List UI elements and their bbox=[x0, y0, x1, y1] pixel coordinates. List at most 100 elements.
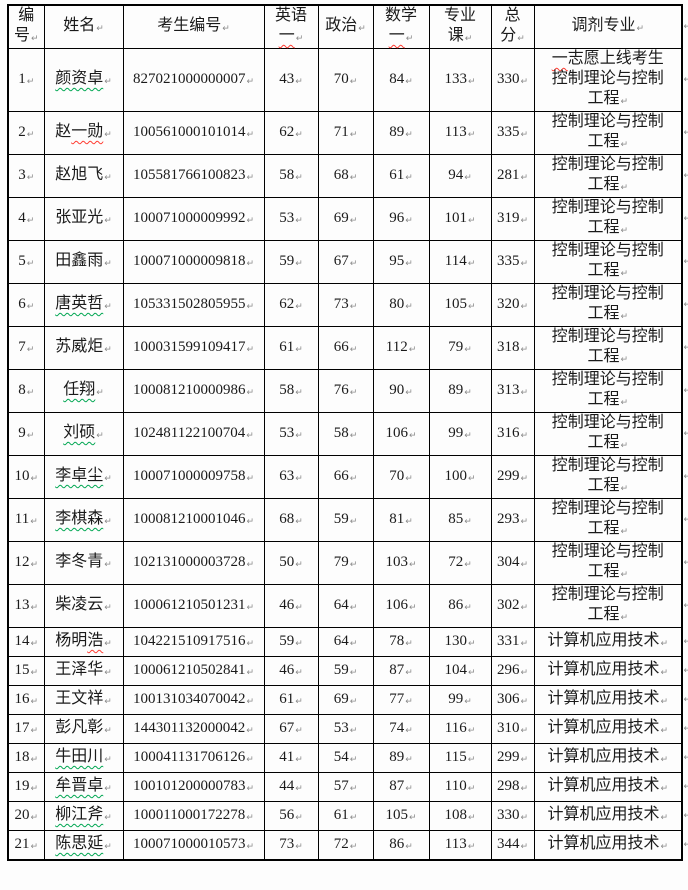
cell-transfer-major[interactable]: 控制理论与控制 工程↵ ↵ bbox=[533, 154, 688, 198]
cell-major-course-score[interactable]: 100↵ bbox=[428, 455, 492, 499]
cell-candidate-id[interactable]: 100101200000783↵ bbox=[122, 772, 265, 802]
cell-total-score[interactable]: 281↵ bbox=[490, 154, 535, 198]
cell-transfer-major[interactable]: 计算机应用技术↵ ↵ bbox=[533, 627, 688, 657]
cell-math-score[interactable]: 95↵ bbox=[372, 240, 430, 284]
cell-transfer-major[interactable]: 控制理论与控制 工程↵ ↵ bbox=[533, 584, 688, 628]
col-header-politics[interactable]: 政治↵ bbox=[317, 4, 374, 49]
cell-no[interactable]: 7↵ bbox=[7, 326, 45, 370]
cell-total-score[interactable]: 331↵ bbox=[490, 627, 535, 657]
cell-politics-score[interactable]: 76↵ bbox=[317, 369, 374, 413]
cell-candidate-id[interactable]: 100071000010573↵ bbox=[122, 830, 265, 861]
cell-major-course-score[interactable]: 79↵ bbox=[428, 326, 492, 370]
cell-transfer-major[interactable]: 控制理论与控制 工程↵ ↵ bbox=[533, 369, 688, 413]
cell-politics-score[interactable]: 61↵ bbox=[317, 801, 374, 831]
col-header-total[interactable]: 总分↵ bbox=[490, 4, 535, 49]
cell-math-score[interactable]: 103↵ bbox=[372, 541, 430, 585]
cell-total-score[interactable]: 299↵ bbox=[490, 743, 535, 773]
cell-math-score[interactable]: 112↵ bbox=[372, 326, 430, 370]
cell-candidate-id[interactable]: 105581766100823↵ bbox=[122, 154, 265, 198]
cell-total-score[interactable]: 302↵ bbox=[490, 584, 535, 628]
cell-name[interactable]: 唐英哲↵ bbox=[43, 283, 124, 327]
cell-transfer-major[interactable]: 控制理论与控制 工程↵ ↵ bbox=[533, 197, 688, 241]
cell-politics-score[interactable]: 59↵ bbox=[317, 498, 374, 542]
cell-english-score[interactable]: 63↵ bbox=[263, 455, 319, 499]
cell-transfer-major[interactable]: 控制理论与控制 工程↵ ↵ bbox=[533, 412, 688, 456]
cell-english-score[interactable]: 59↵ bbox=[263, 627, 319, 657]
cell-math-score[interactable]: 86↵ bbox=[372, 830, 430, 861]
cell-total-score[interactable]: 330↵ bbox=[490, 48, 535, 112]
cell-transfer-major[interactable]: 控制理论与控制 工程↵ ↵ bbox=[533, 240, 688, 284]
cell-no[interactable]: 13↵ bbox=[7, 584, 45, 628]
cell-transfer-major[interactable]: 计算机应用技术↵ ↵ bbox=[533, 830, 688, 861]
cell-total-score[interactable]: 313↵ bbox=[490, 369, 535, 413]
cell-english-score[interactable]: 46↵ bbox=[263, 656, 319, 686]
cell-major-course-score[interactable]: 133↵ bbox=[428, 48, 492, 112]
cell-transfer-major[interactable]: 一志愿上线考生 控制理论与控制 工程↵ ↵ bbox=[533, 48, 688, 112]
cell-math-score[interactable]: 87↵ bbox=[372, 656, 430, 686]
cell-politics-score[interactable]: 64↵ bbox=[317, 584, 374, 628]
cell-math-score[interactable]: 70↵ bbox=[372, 455, 430, 499]
cell-transfer-major[interactable]: 计算机应用技术↵ ↵ bbox=[533, 801, 688, 831]
cell-name[interactable]: 张亚光↵ bbox=[43, 197, 124, 241]
cell-transfer-major[interactable]: 控制理论与控制 工程↵ ↵ bbox=[533, 541, 688, 585]
cell-name[interactable]: 牛田川↵ bbox=[43, 743, 124, 773]
cell-candidate-id[interactable]: 100071000009992↵ bbox=[122, 197, 265, 241]
cell-politics-score[interactable]: 67↵ bbox=[317, 240, 374, 284]
cell-candidate-id[interactable]: 144301132000042↵ bbox=[122, 714, 265, 744]
cell-total-score[interactable]: 335↵ bbox=[490, 240, 535, 284]
cell-major-course-score[interactable]: 113↵ bbox=[428, 111, 492, 155]
col-header-no[interactable]: 编号↵ bbox=[7, 4, 45, 49]
cell-name[interactable]: 李棋森↵ bbox=[43, 498, 124, 542]
cell-english-score[interactable]: 58↵ bbox=[263, 369, 319, 413]
cell-math-score[interactable]: 106↵ bbox=[372, 584, 430, 628]
cell-english-score[interactable]: 44↵ bbox=[263, 772, 319, 802]
cell-math-score[interactable]: 105↵ bbox=[372, 801, 430, 831]
cell-politics-score[interactable]: 66↵ bbox=[317, 455, 374, 499]
cell-math-score[interactable]: 96↵ bbox=[372, 197, 430, 241]
cell-major-course-score[interactable]: 115↵ bbox=[428, 743, 492, 773]
cell-name[interactable]: 李冬青↵ bbox=[43, 541, 124, 585]
cell-major-course-score[interactable]: 89↵ bbox=[428, 369, 492, 413]
cell-total-score[interactable]: 299↵ bbox=[490, 455, 535, 499]
cell-candidate-id[interactable]: 104221510917516↵ bbox=[122, 627, 265, 657]
col-header-major-course[interactable]: 专业 课↵ bbox=[428, 4, 492, 49]
cell-candidate-id[interactable]: 100031599109417↵ bbox=[122, 326, 265, 370]
cell-name[interactable]: 田鑫雨↵ bbox=[43, 240, 124, 284]
cell-major-course-score[interactable]: 110↵ bbox=[428, 772, 492, 802]
cell-total-score[interactable]: 344↵ bbox=[490, 830, 535, 861]
cell-no[interactable]: 18↵ bbox=[7, 743, 45, 773]
cell-math-score[interactable]: 80↵ bbox=[372, 283, 430, 327]
cell-politics-score[interactable]: 72↵ bbox=[317, 830, 374, 861]
cell-name[interactable]: 赵一勋↵ bbox=[43, 111, 124, 155]
cell-total-score[interactable]: 330↵ bbox=[490, 801, 535, 831]
cell-candidate-id[interactable]: 100081210000986↵ bbox=[122, 369, 265, 413]
cell-candidate-id[interactable]: 100131034070042↵ bbox=[122, 685, 265, 715]
cell-english-score[interactable]: 53↵ bbox=[263, 197, 319, 241]
cell-no[interactable]: 11↵ bbox=[7, 498, 45, 542]
cell-name[interactable]: 柴凌云↵ bbox=[43, 584, 124, 628]
cell-candidate-id[interactable]: 100061210501231↵ bbox=[122, 584, 265, 628]
cell-candidate-id[interactable]: 100071000009758↵ bbox=[122, 455, 265, 499]
cell-math-score[interactable]: 87↵ bbox=[372, 772, 430, 802]
cell-name[interactable]: 颜资卓↵ bbox=[43, 48, 124, 112]
cell-english-score[interactable]: 61↵ bbox=[263, 326, 319, 370]
cell-math-score[interactable]: 81↵ bbox=[372, 498, 430, 542]
cell-major-course-score[interactable]: 104↵ bbox=[428, 656, 492, 686]
cell-politics-score[interactable]: 70↵ bbox=[317, 48, 374, 112]
cell-name[interactable]: 彭凡彰↵ bbox=[43, 714, 124, 744]
cell-major-course-score[interactable]: 113↵ bbox=[428, 830, 492, 861]
cell-no[interactable]: 9↵ bbox=[7, 412, 45, 456]
cell-major-course-score[interactable]: 101↵ bbox=[428, 197, 492, 241]
cell-no[interactable]: 6↵ bbox=[7, 283, 45, 327]
cell-math-score[interactable]: 61↵ bbox=[372, 154, 430, 198]
cell-total-score[interactable]: 320↵ bbox=[490, 283, 535, 327]
cell-english-score[interactable]: 46↵ bbox=[263, 584, 319, 628]
cell-english-score[interactable]: 56↵ bbox=[263, 801, 319, 831]
cell-english-score[interactable]: 53↵ bbox=[263, 412, 319, 456]
cell-no[interactable]: 14↵ bbox=[7, 627, 45, 657]
cell-candidate-id[interactable]: 100011000172278↵ bbox=[122, 801, 265, 831]
cell-candidate-id[interactable]: 100071000009818↵ bbox=[122, 240, 265, 284]
cell-name[interactable]: 任翔↵ bbox=[43, 369, 124, 413]
cell-major-course-score[interactable]: 72↵ bbox=[428, 541, 492, 585]
cell-total-score[interactable]: 293↵ bbox=[490, 498, 535, 542]
